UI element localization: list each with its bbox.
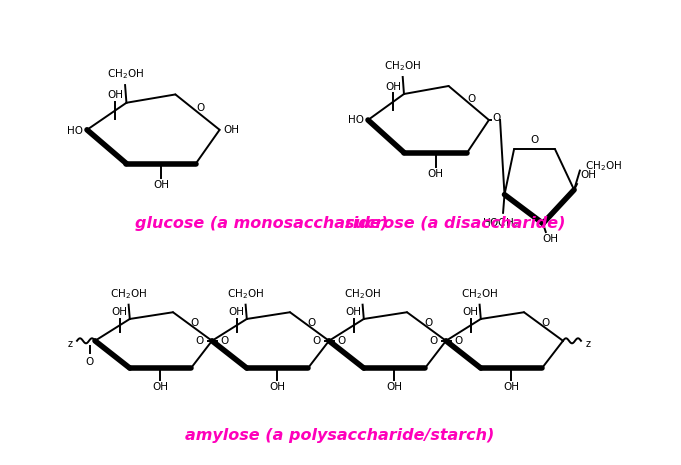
Text: O: O [542,318,550,328]
Text: O: O [492,113,501,123]
Text: CH$_2$OH: CH$_2$OH [384,59,422,73]
Text: HOCH$_2$: HOCH$_2$ [482,216,519,230]
Text: OH: OH [385,81,401,92]
Text: OH: OH [462,307,479,317]
Text: OH: OH [107,90,123,100]
Text: O: O [86,357,94,367]
Text: CH$_2$OH: CH$_2$OH [344,287,381,301]
Text: OH: OH [542,234,558,244]
Text: O: O [196,103,204,113]
Text: O: O [313,336,321,346]
Text: OH: OH [223,125,240,135]
Text: z: z [67,339,72,349]
Text: OH: OH [153,382,168,392]
Text: O: O [467,94,475,104]
Text: HO: HO [67,126,83,136]
Text: sucrose (a disaccharide): sucrose (a disaccharide) [345,215,565,231]
Text: CH$_2$OH: CH$_2$OH [461,287,498,301]
Text: O: O [429,336,438,346]
Text: OH: OH [270,382,285,392]
Text: O: O [337,336,346,346]
Text: OH: OH [428,168,443,179]
Text: OH: OH [503,382,520,392]
Text: CH$_2$OH: CH$_2$OH [110,287,147,301]
Text: O: O [454,336,462,346]
Text: OH: OH [153,180,169,190]
Text: amylose (a polysaccharide/starch): amylose (a polysaccharide/starch) [185,427,494,443]
Text: OH: OH [345,307,362,317]
Text: O: O [425,318,433,328]
Text: OH: OH [112,307,127,317]
Text: glucose (a monosaccharide): glucose (a monosaccharide) [135,215,388,231]
Text: CH$_2$OH: CH$_2$OH [107,67,144,81]
Text: OH: OH [581,170,597,180]
Text: CH$_2$OH: CH$_2$OH [227,287,264,301]
Text: O: O [191,318,199,328]
Text: OH: OH [229,307,244,317]
Text: OH: OH [386,382,402,392]
Text: O: O [195,336,204,346]
Text: CH$_2$OH: CH$_2$OH [585,159,622,173]
Text: O: O [308,318,316,328]
Text: z: z [586,339,591,349]
Text: O: O [530,135,539,145]
Text: HO: HO [348,115,364,125]
Text: O: O [221,336,229,346]
